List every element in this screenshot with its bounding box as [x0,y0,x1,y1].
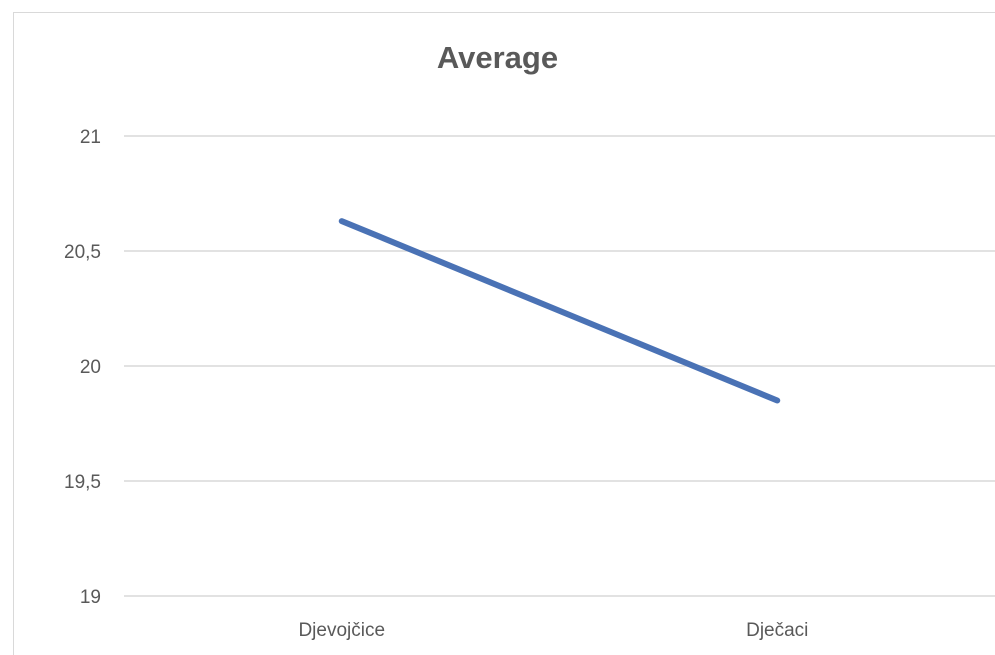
y-axis-tick-labels: 19 19,5 20 20,5 21 [64,127,101,608]
y-tick-label: 20,5 [64,242,101,263]
y-tick-label: 21 [80,127,101,148]
series-line [338,218,781,404]
series-group [338,218,781,404]
gridlines [124,135,995,597]
x-tick-label: Dječaci [746,620,808,641]
x-axis-tick-labels: Djevojčice Dječaci [298,620,808,641]
chart-title: Average [436,40,559,75]
y-tick-label: 19 [80,587,101,608]
chart-area [13,12,995,655]
y-tick-label: 19,5 [64,472,101,493]
y-tick-label: 20 [80,357,101,378]
x-tick-label: Djevojčice [298,620,385,641]
